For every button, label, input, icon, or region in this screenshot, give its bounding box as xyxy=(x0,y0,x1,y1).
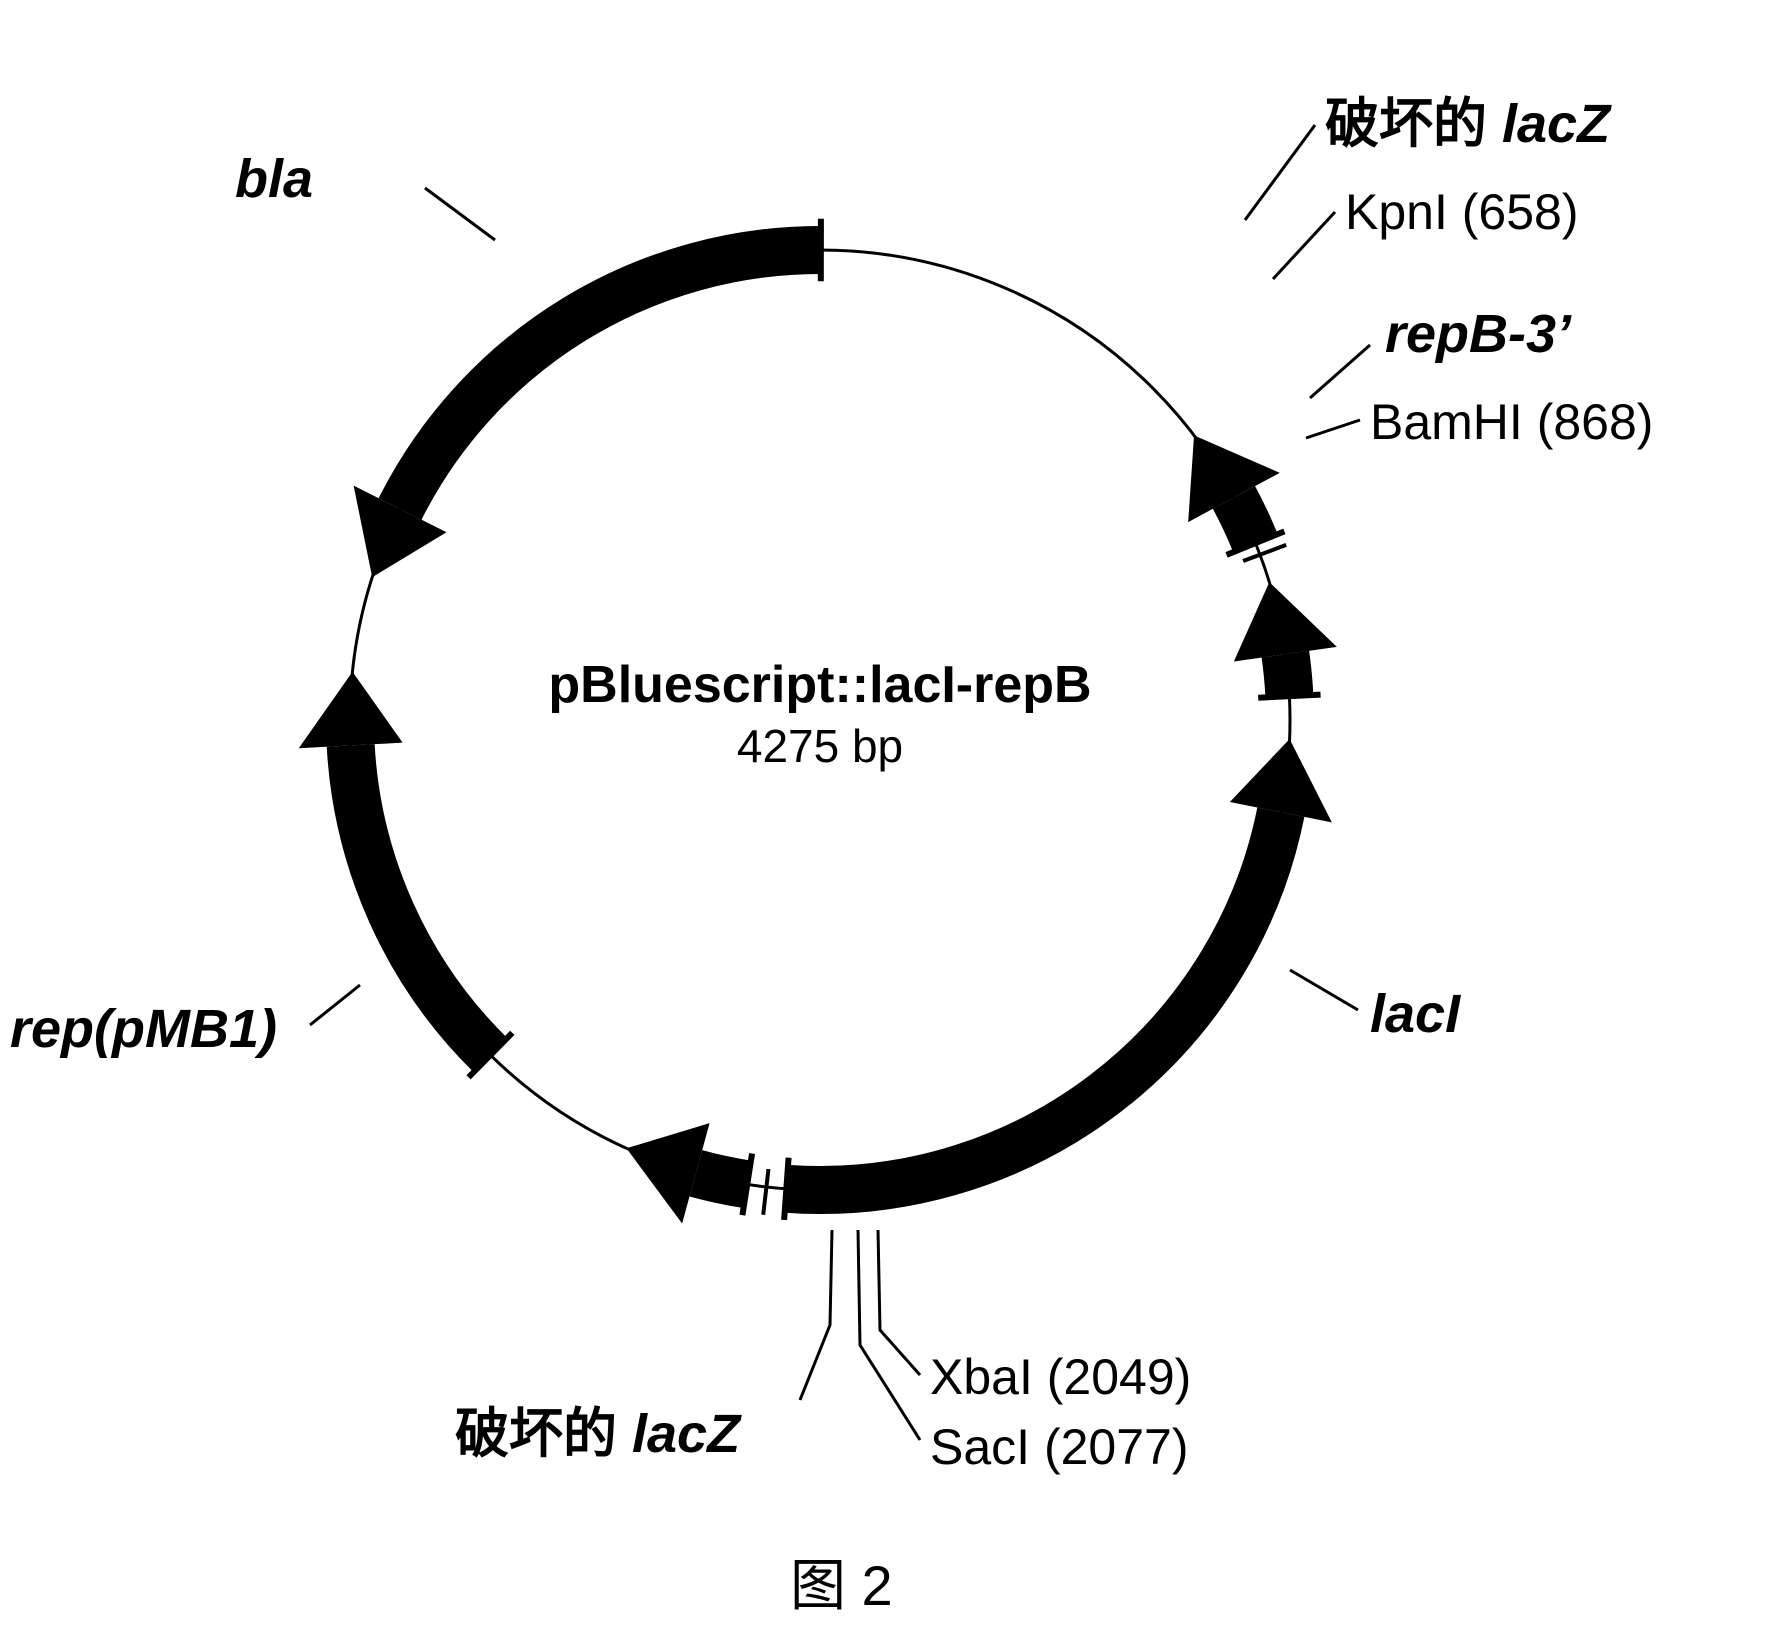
label-KpnI: KpnI (658) xyxy=(1345,185,1578,240)
bla-leader xyxy=(425,188,495,240)
svg-text:4275 bp: 4275 bp xyxy=(737,720,903,772)
figure-caption: 图 2 xyxy=(790,1555,893,1617)
svg-text:pBluescript::lacI-repB: pBluescript::lacI-repB xyxy=(548,656,1091,714)
label-lacZ-top: 破坏的 lacZ xyxy=(1325,95,1610,154)
arrowhead-lacI xyxy=(1230,739,1332,822)
label-lacZ-bottom: 破坏的 lacZ xyxy=(455,1405,740,1464)
feature-bla xyxy=(400,250,821,509)
label-repB3: repB-3ʼ xyxy=(1385,305,1571,364)
lacI-leader xyxy=(1290,970,1358,1010)
stage: pBluescript::lacI-repB4275 bp bla 破坏的 la… xyxy=(0,0,1767,1631)
lacZbot-leader xyxy=(800,1230,832,1400)
site-tick-BamHI xyxy=(1271,695,1317,697)
site-tick-XbaI xyxy=(763,1169,768,1215)
feature-lacI xyxy=(786,812,1281,1190)
reppMB1-leader xyxy=(310,985,360,1025)
feature-repB-3' xyxy=(1285,654,1289,696)
label-SacI: SacI (2077) xyxy=(930,1420,1188,1475)
KpnI-leader xyxy=(1273,212,1335,279)
plasmid-svg: pBluescript::lacI-repB4275 bp xyxy=(0,0,1767,1631)
label-bla: bla xyxy=(235,150,313,209)
label-XbaI: XbaI (2049) xyxy=(930,1350,1191,1405)
arrowhead-rep(pMB1) xyxy=(299,672,403,749)
arrowhead-repB-3' xyxy=(1234,582,1337,661)
repB3-leader xyxy=(1310,345,1370,398)
lacZtop-leader xyxy=(1245,125,1315,220)
feature-破坏的 lacZ (a) xyxy=(696,1173,747,1184)
XbaI-leader xyxy=(878,1230,920,1375)
SacI-leader xyxy=(858,1230,920,1440)
BamHI-leader xyxy=(1306,420,1360,438)
label-lacI: lacI xyxy=(1370,985,1460,1044)
feature-rep(pMB1) xyxy=(351,745,491,1055)
label-rep-pMB1: rep(pMB1) xyxy=(10,1000,277,1059)
label-BamHI: BamHI (868) xyxy=(1370,395,1653,450)
feature-破坏的 lacZ (b) xyxy=(1234,497,1255,543)
